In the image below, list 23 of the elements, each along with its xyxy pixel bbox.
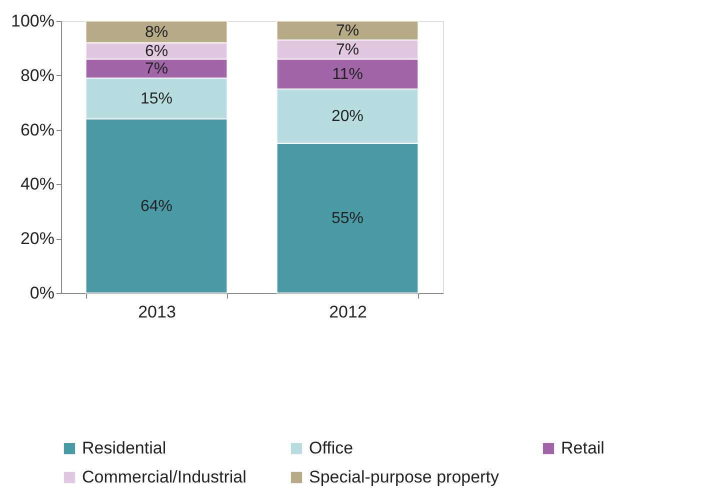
legend-label: Special-purpose property [309, 468, 500, 486]
x-tick-label: 2012 [329, 302, 367, 322]
y-tick-label: 100% [11, 12, 54, 30]
data-label: 55% [331, 210, 364, 228]
data-label: 8% [144, 24, 168, 41]
y-tick-label: 20% [20, 229, 54, 248]
data-label: 15% [140, 90, 173, 108]
legend-label: Commercial/Industrial [82, 468, 246, 486]
data-label: 20% [331, 108, 364, 126]
data-label: 7% [336, 22, 360, 40]
y-tick-label: 80% [20, 66, 54, 85]
y-tick-label: 0% [30, 284, 54, 302]
x-tick-label: 2013 [138, 302, 176, 322]
data-label: 7% [336, 42, 360, 59]
y-tick-label: 40% [20, 174, 54, 194]
data-label: 11% [332, 66, 363, 84]
legend-label: Residential [82, 438, 166, 458]
data-label: 6% [144, 42, 168, 60]
data-label: 7% [144, 60, 168, 78]
legend-label: Office [309, 438, 354, 458]
legend-label: Retail [561, 438, 604, 458]
y-tick-label: 60% [20, 120, 54, 140]
data-label: 64% [140, 198, 173, 215]
